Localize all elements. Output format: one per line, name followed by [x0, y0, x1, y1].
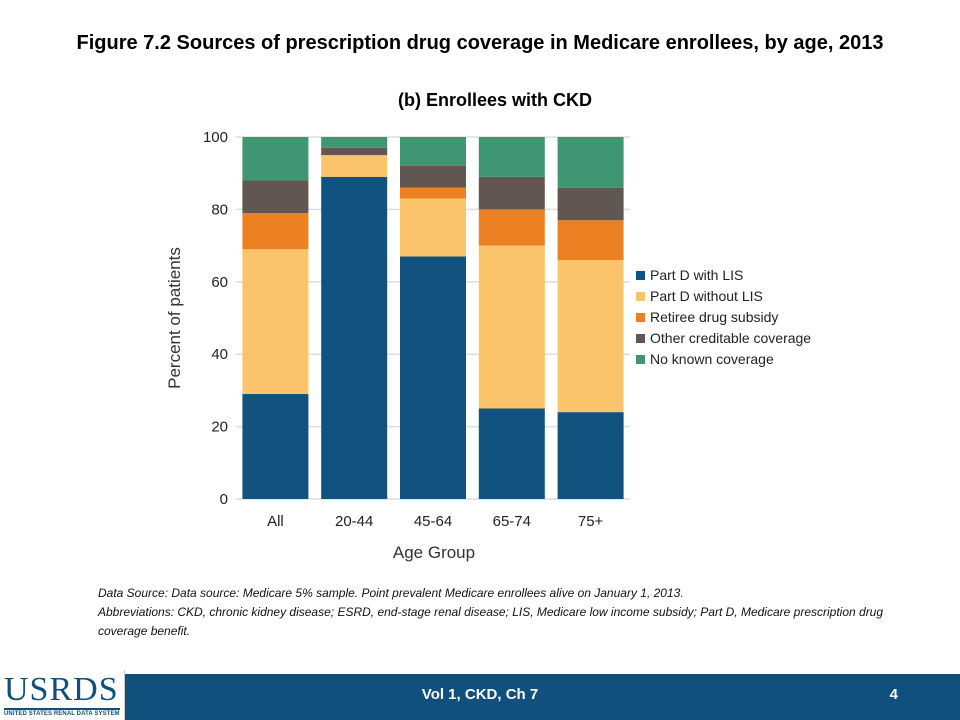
- x-tick-label: 20-44: [335, 513, 373, 530]
- page-number: 4: [889, 686, 898, 703]
- axes: 0 20 40 60 80 100 All 20-44 45-64 65-74 75+: [203, 129, 604, 530]
- y-tick-label: 0: [220, 491, 228, 508]
- bar-segment: [478, 176, 545, 210]
- bar-segment: [321, 147, 388, 156]
- x-axis-title: Age Group: [393, 543, 475, 562]
- figure-title: Figure 7.2 Sources of prescription drug …: [76, 32, 884, 54]
- bar-segment: [242, 249, 309, 395]
- footer-chapter-label: Vol 1, CKD, Ch 7: [421, 686, 539, 703]
- bar-segment: [478, 209, 545, 246]
- bar-segment: [242, 213, 309, 250]
- y-tick-label: 60: [211, 274, 228, 291]
- y-tick-label: 80: [211, 201, 228, 218]
- legend: Part D with LIS Part D without LIS Retiree…: [636, 267, 811, 367]
- logo-wordmark: USRDS: [4, 671, 119, 708]
- logo-rule: [4, 708, 120, 710]
- bar-segment: [242, 137, 309, 181]
- bar-segment: [478, 245, 545, 409]
- bar-segment: [557, 220, 624, 261]
- bar-segment: [557, 137, 624, 188]
- bar-segment: [400, 165, 466, 188]
- bar-segment: [321, 176, 388, 499]
- footnote: Data Source: Data source: Medicare 5% sa…: [98, 584, 898, 641]
- bar-segment: [242, 180, 309, 214]
- legend-label: Other creditable coverage: [650, 330, 811, 346]
- bar-segment: [400, 198, 466, 257]
- legend-swatch: [636, 355, 645, 364]
- y-tick-label: 40: [211, 346, 228, 363]
- logo-subtitle: UNITED STATES RENAL DATA SYSTEM: [4, 711, 120, 717]
- x-tick-label: All: [267, 513, 284, 530]
- bar-segment: [478, 137, 545, 177]
- bar-segment: [242, 394, 309, 499]
- x-tick-label: 45-64: [414, 513, 452, 530]
- legend-label: Part D without LIS: [650, 288, 763, 304]
- bar-segment: [557, 187, 624, 221]
- bar-segment: [400, 137, 466, 166]
- legend-swatch: [636, 271, 645, 280]
- y-tick-label: 20: [211, 419, 228, 436]
- legend-label: Retiree drug subsidy: [650, 309, 778, 325]
- x-tick-label: 75+: [578, 513, 604, 530]
- legend-swatch: [636, 313, 645, 322]
- data-source-note: Data Source: Data source: Medicare 5% sa…: [98, 586, 684, 600]
- bars: [242, 137, 624, 499]
- bar-segment: [321, 137, 388, 148]
- legend-label: No known coverage: [650, 351, 774, 367]
- y-axis-title: Percent of patients: [165, 247, 184, 389]
- abbreviations-note: Abbreviations: CKD, chronic kidney disea…: [98, 605, 884, 638]
- bar-segment: [557, 260, 624, 413]
- bar-segment: [557, 412, 624, 499]
- bar-segment: [321, 155, 388, 177]
- x-tick-label: 65-74: [493, 513, 531, 530]
- bar-segment: [478, 408, 545, 499]
- footer-bar: Vol 1, CKD, Ch 7 4: [0, 674, 960, 720]
- bar-segment: [400, 256, 466, 499]
- chart-title: (b) Enrollees with CKD: [397, 90, 592, 110]
- y-tick-label: 100: [203, 129, 228, 146]
- legend-swatch: [636, 334, 645, 343]
- usrds-logo: USRDS UNITED STATES RENAL DATA SYSTEM: [0, 670, 125, 720]
- legend-swatch: [636, 292, 645, 301]
- bar-segment: [400, 187, 466, 199]
- legend-label: Part D with LIS: [650, 267, 743, 283]
